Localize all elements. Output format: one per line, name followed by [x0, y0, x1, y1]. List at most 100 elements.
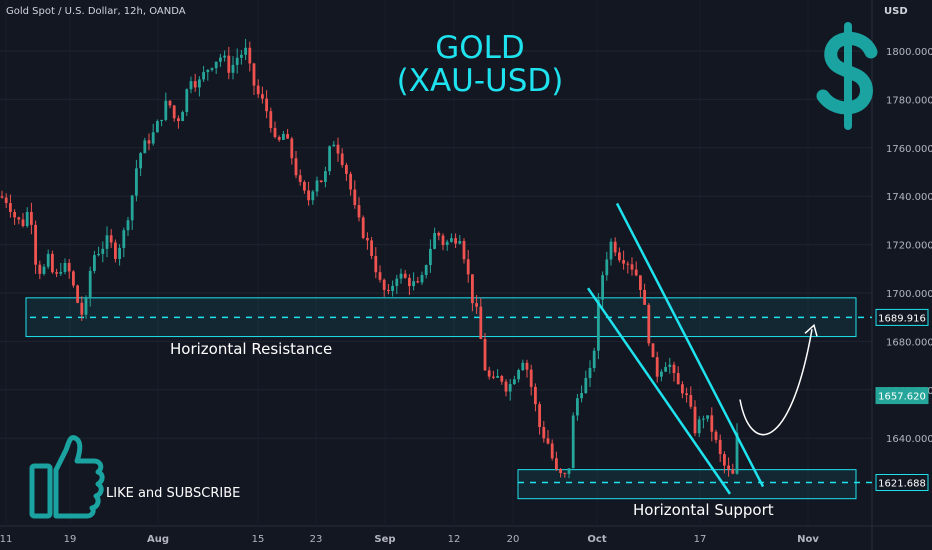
candle — [412, 281, 415, 287]
candle — [256, 85, 260, 95]
x-tick-label: 23 — [310, 534, 323, 545]
symbol-header: Gold Spot / U.S. Dollar, 12h, OANDA — [6, 6, 186, 17]
candle — [353, 189, 357, 206]
candle — [9, 203, 12, 212]
candle — [164, 100, 168, 120]
y-tick-label: 1800.000 — [886, 47, 932, 58]
candle — [332, 144, 336, 147]
candle — [391, 285, 394, 292]
candle — [576, 398, 579, 416]
candle — [626, 263, 630, 265]
candle — [202, 72, 205, 80]
candle — [718, 439, 722, 455]
candle — [357, 205, 361, 218]
candle — [109, 235, 113, 243]
candle — [660, 371, 663, 377]
icons — [29, 22, 878, 519]
candle — [382, 279, 386, 290]
candle — [655, 357, 659, 377]
candle — [248, 47, 252, 64]
candle — [244, 47, 247, 55]
support-price-badge — [875, 474, 929, 492]
candle — [387, 289, 390, 292]
candle — [672, 364, 676, 374]
candle — [370, 240, 373, 257]
currency-label: USD — [884, 6, 908, 17]
candle — [286, 134, 289, 139]
candle — [72, 271, 75, 286]
candle — [408, 277, 411, 287]
candle — [689, 395, 693, 407]
candle — [521, 362, 525, 371]
channel-lower-line — [586, 287, 732, 495]
candle — [567, 468, 571, 474]
candle — [122, 230, 126, 248]
candle — [42, 266, 46, 274]
candle — [534, 386, 537, 405]
candle — [580, 393, 583, 399]
candle — [441, 235, 445, 246]
candle — [34, 224, 37, 265]
candle — [714, 431, 718, 440]
candle — [223, 55, 226, 58]
candle — [613, 241, 617, 253]
candle — [114, 242, 117, 259]
candle — [727, 465, 730, 470]
candle — [160, 119, 163, 122]
y-tick-label: 1640.000 — [886, 434, 932, 445]
candle — [450, 238, 453, 242]
candle — [676, 373, 680, 385]
resistance-label: Horizontal Resistance — [170, 340, 333, 358]
candle — [21, 219, 25, 227]
candle — [630, 264, 634, 270]
y-tick-label: 1720.000 — [886, 241, 932, 252]
candle — [437, 232, 441, 236]
candle — [319, 180, 323, 183]
candle — [475, 303, 478, 307]
candle — [584, 378, 588, 394]
candle — [664, 366, 667, 372]
x-tick-label: Sep — [374, 534, 395, 545]
candle — [55, 272, 58, 274]
candle — [93, 255, 96, 271]
candle — [76, 285, 79, 303]
chart-title: GOLD (XAU-USD) — [330, 32, 630, 98]
candle — [592, 350, 596, 369]
dollar-sign-icon — [816, 22, 878, 130]
candle — [731, 469, 735, 474]
candle — [513, 379, 516, 385]
candle — [67, 262, 71, 272]
title-line-1: GOLD — [435, 30, 525, 66]
candle — [420, 274, 424, 283]
candle — [529, 369, 533, 387]
candle — [88, 270, 92, 299]
y-tick-label: 1680.000 — [886, 337, 932, 348]
x-tick-label: 19 — [64, 534, 77, 545]
candle — [517, 370, 520, 380]
candle — [30, 211, 33, 225]
x-tick-label: 17 — [694, 534, 707, 545]
candle — [130, 195, 134, 221]
candle — [193, 81, 197, 88]
candle — [240, 54, 243, 58]
candle — [59, 271, 63, 274]
candle — [231, 64, 235, 73]
candle — [315, 180, 319, 192]
candle — [298, 175, 302, 182]
candle — [597, 299, 600, 351]
candle — [618, 252, 621, 261]
candles — [0, 38, 739, 479]
candle — [668, 364, 672, 367]
candle — [588, 368, 592, 379]
candle — [181, 112, 184, 122]
price-zones — [25, 297, 872, 500]
candle — [651, 343, 655, 358]
candle — [605, 259, 609, 276]
thumbs-up-icon — [29, 435, 105, 519]
candle — [643, 290, 646, 305]
candle — [177, 118, 180, 122]
candle — [151, 132, 155, 144]
candle — [492, 376, 495, 378]
candle — [681, 384, 684, 394]
